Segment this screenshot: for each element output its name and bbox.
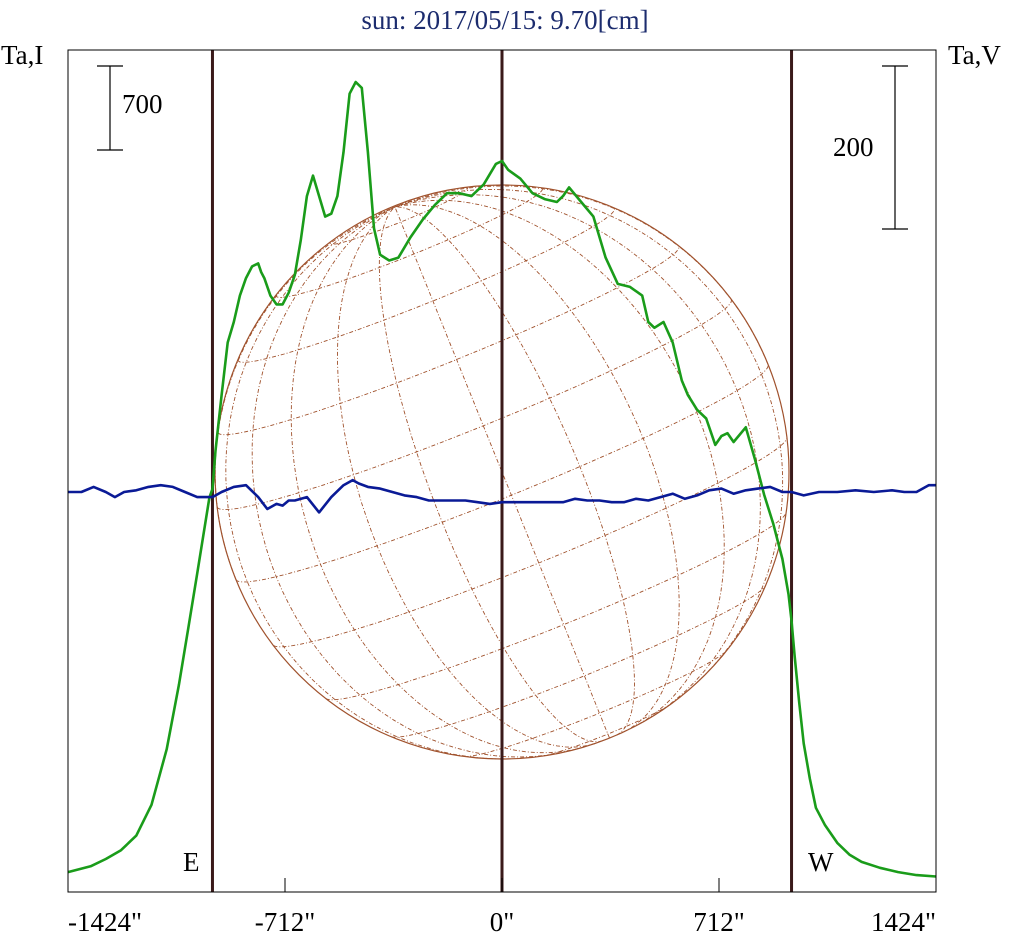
- x-tick-label: 712": [693, 907, 745, 937]
- longitude-line: [337, 206, 596, 748]
- x-axis-ticks: -1424" -712" 0" 712" 1424": [67, 878, 937, 937]
- x-tick-label: -1424": [68, 907, 142, 937]
- series-line-I: [67, 80, 937, 878]
- scale-bar-left: [97, 65, 123, 151]
- latitude-line: [541, 703, 671, 757]
- latitude-line: [217, 246, 680, 436]
- limb-markers: [210, 50, 794, 892]
- longitude-line: [394, 206, 610, 739]
- longitude-line: [378, 206, 603, 743]
- longitude-line: [394, 185, 769, 365]
- longitude-line: [290, 206, 580, 754]
- chart-title: sun: 2017/05/15: 9.70[cm]: [361, 5, 648, 35]
- longitude-line: [394, 199, 725, 725]
- scale-label-right: 200: [833, 132, 874, 162]
- longitude-line: [394, 189, 784, 685]
- y-axis-label-left: Ta,I: [1, 40, 43, 70]
- latitude-line: [464, 649, 728, 758]
- longitude-line: [394, 194, 761, 715]
- y-axis-label-right: Ta,V: [948, 40, 1001, 70]
- latitude-line: [329, 187, 468, 245]
- x-tick-label: 1424": [871, 907, 936, 937]
- latitude-line: [273, 437, 788, 648]
- longitude-line: [394, 204, 680, 733]
- scale-bar-right: [882, 65, 908, 230]
- east-limb-label: E: [183, 847, 200, 877]
- longitude-line: [394, 206, 635, 736]
- latitude-line: [391, 585, 766, 738]
- latitude-line: [325, 512, 787, 701]
- x-tick-label: -712": [255, 907, 316, 937]
- series-layer: [67, 80, 937, 878]
- series-line-V: [68, 478, 936, 514]
- scale-label-left: 700: [122, 89, 163, 119]
- x-tick-label: 0": [490, 907, 515, 937]
- west-limb-label: W: [808, 847, 834, 877]
- latitude-line: [216, 299, 732, 511]
